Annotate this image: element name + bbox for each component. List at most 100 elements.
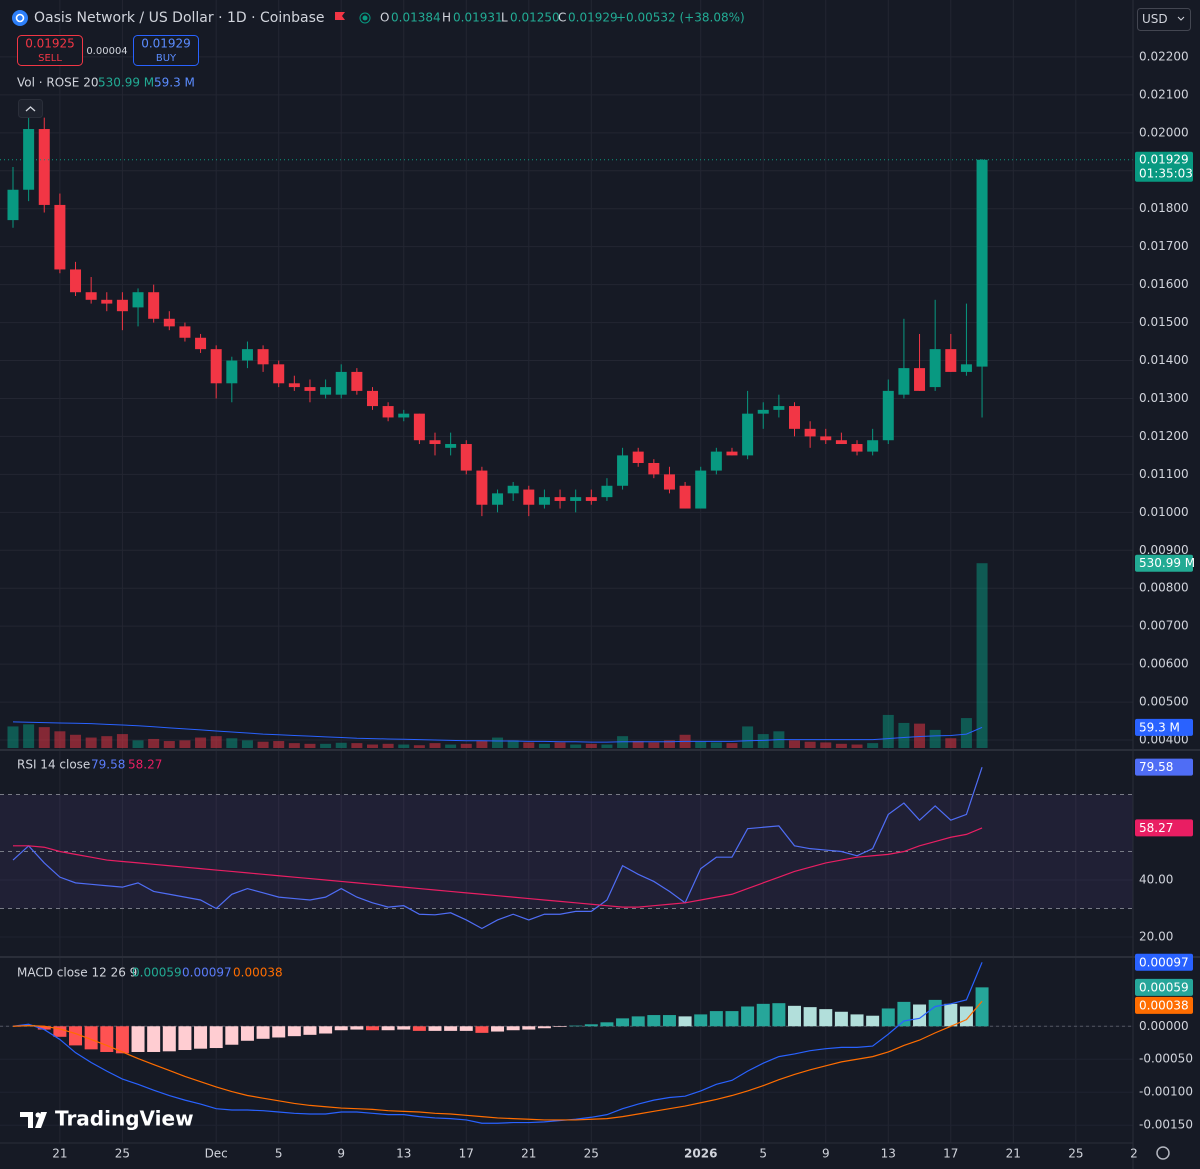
macd-histogram-bar [553,1026,567,1027]
symbol-title[interactable]: Oasis Network / US Dollar · 1D · Coinbas… [34,10,325,26]
macd-histogram-bar [350,1026,364,1030]
volume-bar [789,740,800,748]
collapse-icon [25,106,36,112]
currency-select[interactable] [1137,8,1191,31]
candle-body [742,413,754,456]
macd-hist-legend-value: 0.00059 [132,966,182,980]
volume-bar [538,743,550,748]
macd-histogram-bar [428,1026,442,1031]
volume-bar [835,743,847,748]
candle-body [7,189,19,221]
macd-histogram-bar [866,1015,880,1027]
candle-body [554,497,566,501]
candle-body [632,451,644,463]
volume-bar [85,737,97,748]
volume-bar [507,740,519,748]
x-tick-label: 2026 [684,1147,717,1161]
value-badge [1135,953,1193,971]
volume-bar [710,742,722,748]
macd-histogram-bar [365,1026,379,1031]
candle-body [226,360,238,384]
sell-button[interactable] [17,35,83,66]
volume-bar [54,731,66,748]
y-tick-label: 0.00000 [1139,1019,1189,1033]
volume-bar [101,736,113,748]
candle-body [429,440,441,445]
x-tick-label: 25 [584,1147,599,1161]
volume-bar [663,740,675,748]
value-badge-text: 0.00038 [1139,998,1189,1012]
logo-text: TradingView [55,1107,194,1131]
macd-histogram-bar [537,1026,551,1029]
macd-histogram-bar [631,1016,645,1027]
candle-body [351,371,363,391]
macd-histogram-bar [256,1026,270,1039]
macd-histogram-bar [115,1026,129,1054]
volume-bar [210,736,222,748]
x-tick-label: 21 [52,1147,67,1161]
sell-price: 0.01925 [25,37,75,51]
settings-icon[interactable] [1156,1146,1170,1160]
x-tick-label: 9 [337,1147,345,1161]
x-tick-label: 9 [822,1147,830,1161]
volume-bar [570,744,582,748]
candle-body [70,269,82,293]
change: +0.00532 (+38.08%) [616,11,745,25]
last-price-badge [1135,151,1193,182]
macd-histogram-bar [600,1022,614,1027]
candle-body [789,406,800,429]
collapse-button[interactable] [18,99,43,118]
macd-histogram-bar [194,1026,208,1049]
macd-histogram-bar [209,1026,223,1049]
macd-histogram-bar [37,1026,51,1030]
buy-button[interactable] [133,35,199,66]
volume-bar [601,744,613,748]
macd-histogram-bar [225,1026,239,1045]
y-tick-label: 0.00700 [1139,619,1189,633]
candle-body [335,371,347,395]
macd-histogram-bar [850,1014,864,1027]
sell-label: SELL [38,53,62,64]
macd-histogram-bar [272,1026,286,1038]
flag-icon[interactable] [335,12,345,20]
macd-histogram-bar [162,1026,176,1052]
y-tick-label: -0.00050 [1139,1052,1193,1066]
volume-bar [554,742,566,748]
candle-body [851,444,863,452]
volume-bar [366,744,378,748]
macd-histogram-bar [788,1005,801,1027]
y-tick-label: 0.00800 [1139,581,1189,595]
header: Oasis Network / US Dollar · 1D · Coinbas… [12,8,1191,1160]
macd-histogram-bar [834,1011,848,1027]
macd-histogram-bar [928,999,942,1027]
candle-body [601,485,613,498]
candle-body [398,413,410,418]
y-tick-label: -0.00150 [1139,1118,1193,1132]
status-dot [362,15,368,21]
macd-histogram-bar [84,1026,98,1050]
x-tick-label: 5 [759,1147,767,1161]
volume-bar [273,741,285,748]
price-axis-bg [1133,0,1200,1169]
x-tick-label: 21 [521,1147,536,1161]
candle-body [960,364,972,372]
candle-body [148,292,160,319]
candle-body [648,462,660,475]
volume-bar [914,723,926,748]
volume-bar [757,734,769,748]
candle-body [679,485,691,509]
candle-body [663,474,675,490]
status-ring [359,12,371,24]
candle-body [460,444,472,471]
macd-histogram-bar [412,1026,426,1031]
volume-ma-legend-value: 59.3 M [154,76,195,90]
y-tick-label: 0.01700 [1139,239,1189,253]
volume-bar [257,741,269,748]
volume-bar [851,744,863,748]
macd-histogram-bar [897,1001,911,1027]
value-badge [1135,554,1193,572]
candle-body [976,159,988,367]
x-tick-label: 21 [1006,1147,1021,1161]
indicator-line [13,827,983,908]
